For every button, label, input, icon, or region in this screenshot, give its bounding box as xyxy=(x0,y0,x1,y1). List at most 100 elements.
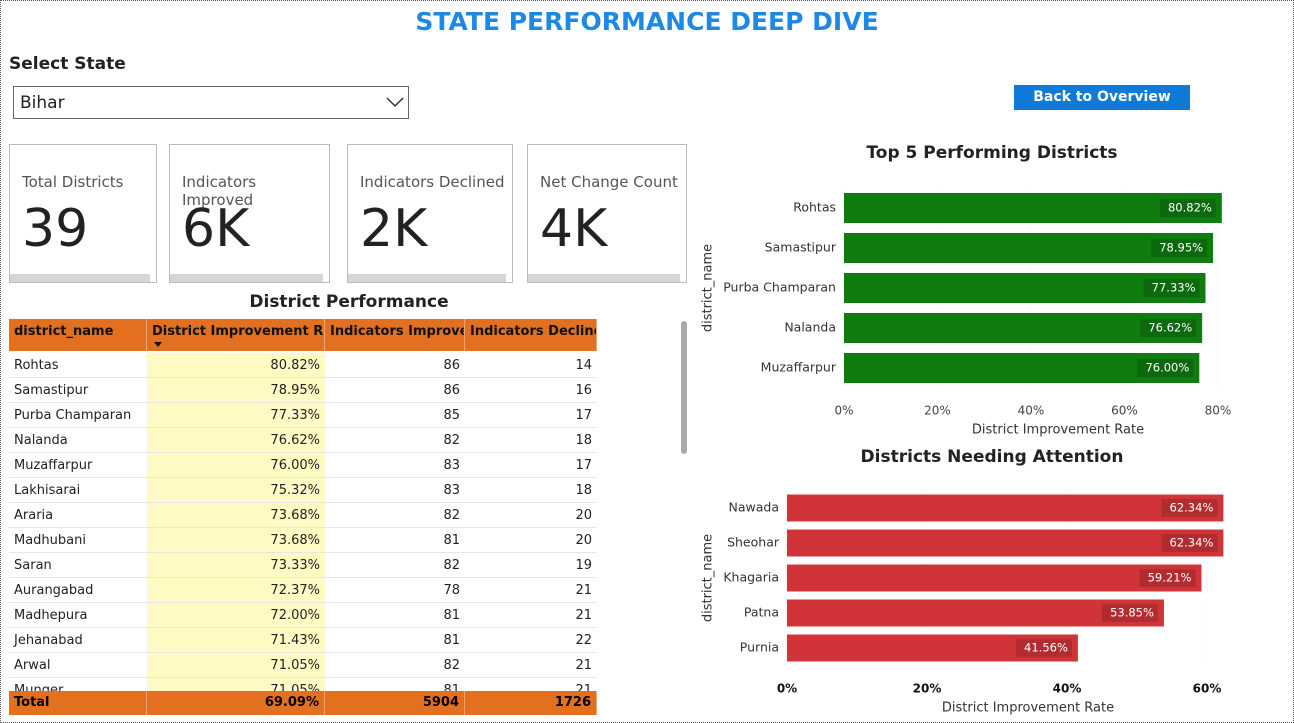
district-table: Rohtas 80.82% 86 14 Samastipur 78.95% 86 16 Purb… xyxy=(9,319,597,716)
table-cell: 75.32% xyxy=(147,478,325,503)
table-cell: 77.33% xyxy=(147,403,325,428)
table-cell: Madhepura xyxy=(9,603,147,628)
table-cell: 18 xyxy=(465,428,597,453)
x-tick-label: 40% xyxy=(1018,404,1045,418)
table-title: District Performance xyxy=(249,292,449,312)
data-label-bg xyxy=(1101,604,1158,622)
y-tick-label: Patna xyxy=(744,605,779,620)
y-axis-label: district_name xyxy=(701,534,716,622)
table-cell: Rohtas xyxy=(9,353,147,378)
column-header: district_name xyxy=(9,319,147,351)
bar xyxy=(787,529,1224,557)
table-cell: 71.43% xyxy=(147,628,325,653)
table-cell: 20 xyxy=(465,528,597,553)
dropdown-value: Bihar xyxy=(20,93,65,113)
data-label-bg xyxy=(1159,199,1216,217)
data-label: 80.82% xyxy=(1168,201,1212,215)
back-button[interactable]: Back to Overview xyxy=(1014,85,1190,110)
table-cell: 22 xyxy=(465,628,597,653)
table-cell: 73.68% xyxy=(147,528,325,553)
table-cell: 80.82% xyxy=(147,353,325,378)
y-tick-label: Purnia xyxy=(740,640,779,655)
data-label: 77.33% xyxy=(1152,281,1196,295)
scrollbar[interactable] xyxy=(681,321,687,454)
x-tick-label: 20% xyxy=(913,682,942,696)
filter-label: Select State xyxy=(9,54,126,74)
x-tick-label: 0% xyxy=(777,682,797,696)
data-label-bg xyxy=(1137,359,1194,377)
kpi-value: 4K xyxy=(540,199,608,259)
y-tick-label: Rohtas xyxy=(793,200,836,215)
bar xyxy=(787,634,1078,662)
bar xyxy=(844,273,1206,303)
table-cell: 78 xyxy=(325,578,465,603)
bar xyxy=(787,599,1164,627)
kpi-label: Indicators Improved xyxy=(182,173,257,209)
data-label: 62.34% xyxy=(1170,536,1214,550)
data-label: 41.56% xyxy=(1024,641,1068,655)
table-cell: 86 xyxy=(325,378,465,403)
table-cell: 82 xyxy=(325,653,465,678)
table-cell: 82 xyxy=(325,428,465,453)
bar xyxy=(844,193,1222,223)
total-cell: Total xyxy=(9,691,147,715)
data-label-bg xyxy=(1161,534,1218,552)
total-cell: 5904 xyxy=(325,691,465,715)
table-cell: 81 xyxy=(325,628,465,653)
state-dropdown[interactable]: Bihar xyxy=(13,86,409,119)
kpi-card: Net Change Count 4K xyxy=(527,144,687,283)
table-cell: 76.62% xyxy=(147,428,325,453)
table-cell: 72.00% xyxy=(147,603,325,628)
kpi-footer xyxy=(348,274,506,282)
kpi-value: 2K xyxy=(360,199,428,259)
table-cell: 17 xyxy=(465,453,597,478)
table-cell: Samastipur xyxy=(9,378,147,403)
data-label: 53.85% xyxy=(1110,606,1154,620)
table-cell: 72.37% xyxy=(147,578,325,603)
data-label-bg xyxy=(1161,499,1218,517)
y-tick-label: Samastipur xyxy=(765,240,837,255)
table-cell: 73.68% xyxy=(147,503,325,528)
table-cell: Muzaffarpur xyxy=(9,453,147,478)
x-axis-label: District Improvement Rate xyxy=(942,701,1114,716)
data-label-bg xyxy=(1140,319,1197,337)
y-axis-label: district_name xyxy=(701,244,716,332)
table-cell: 21 xyxy=(465,578,597,603)
data-label-bg xyxy=(1139,569,1196,587)
data-label-bg xyxy=(1143,279,1200,297)
y-tick-label: Nawada xyxy=(729,500,780,515)
y-tick-label: Nalanda xyxy=(784,320,836,335)
table-cell: 78.95% xyxy=(147,378,325,403)
x-tick-label: 60% xyxy=(1111,404,1138,418)
kpi-value: 6K xyxy=(182,199,250,259)
bar xyxy=(844,233,1214,263)
kpi-card: Indicators Improved 6K xyxy=(169,144,330,283)
table-cell: Arwal xyxy=(9,653,147,678)
total-cell: 69.09% xyxy=(147,691,325,715)
kpi-label: Net Change Count xyxy=(540,173,678,191)
sort-indicator[interactable] xyxy=(154,342,162,347)
table-cell: Purba Champaran xyxy=(9,403,147,428)
data-label-bg xyxy=(1015,639,1072,657)
table-cell: Araria xyxy=(9,503,147,528)
y-tick-label: Khagaria xyxy=(723,570,779,585)
y-tick-label: Purba Champaran xyxy=(723,280,836,295)
chevron-icon xyxy=(386,97,404,108)
table-cell: 18 xyxy=(465,478,597,503)
table-cell: 83 xyxy=(325,453,465,478)
table-cell: Saran xyxy=(9,553,147,578)
table-cell: Aurangabad xyxy=(9,578,147,603)
data-label-bg xyxy=(1151,239,1208,257)
table-cell: 86 xyxy=(325,353,465,378)
table-cell: 76.00% xyxy=(147,453,325,478)
column-header: Indicators Improved xyxy=(325,319,465,351)
table-cell: 17 xyxy=(465,403,597,428)
page-title: STATE PERFORMANCE DEEP DIVE xyxy=(415,7,879,36)
x-tick-label: 80% xyxy=(1205,404,1232,418)
table-cell: 82 xyxy=(325,503,465,528)
table-cell: 16 xyxy=(465,378,597,403)
kpi-card: Indicators Declined 2K xyxy=(347,144,513,283)
kpi-footer xyxy=(10,274,150,282)
y-tick-label: Muzaffarpur xyxy=(761,360,837,375)
table-cell: 14 xyxy=(465,353,597,378)
